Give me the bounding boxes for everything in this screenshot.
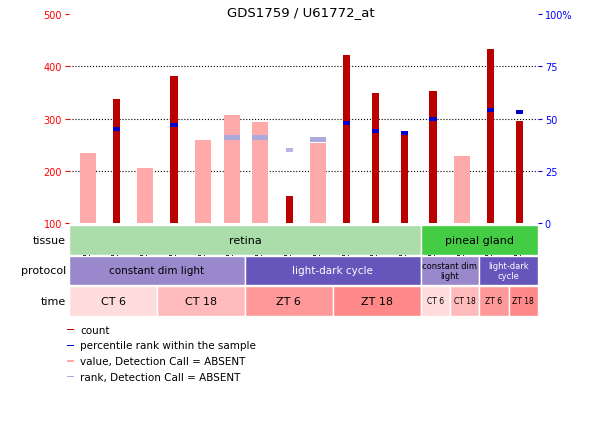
Bar xyxy=(69,256,245,286)
Text: count: count xyxy=(80,325,109,335)
Bar xyxy=(195,140,211,224)
Bar xyxy=(480,286,508,316)
Text: light-dark cycle: light-dark cycle xyxy=(292,266,373,276)
Bar xyxy=(421,256,480,286)
Bar xyxy=(343,56,350,224)
Text: percentile rank within the sample: percentile rank within the sample xyxy=(80,341,256,350)
Bar xyxy=(429,92,436,224)
Bar xyxy=(372,93,379,224)
Text: constant dim
light: constant dim light xyxy=(423,261,478,280)
Bar xyxy=(421,226,538,255)
Bar xyxy=(224,136,240,140)
Bar xyxy=(401,132,407,136)
Bar xyxy=(310,138,326,142)
Text: constant dim light: constant dim light xyxy=(109,266,204,276)
Bar xyxy=(245,256,421,286)
Bar xyxy=(372,130,379,134)
Text: protocol: protocol xyxy=(21,266,66,276)
Bar xyxy=(516,111,523,115)
Text: CT 6: CT 6 xyxy=(100,296,126,306)
Text: light-dark
cycle: light-dark cycle xyxy=(488,261,529,280)
Bar xyxy=(67,361,75,362)
Text: ZT 18: ZT 18 xyxy=(361,296,392,306)
Bar xyxy=(480,256,538,286)
Bar xyxy=(508,286,538,316)
Text: retina: retina xyxy=(228,236,261,245)
Bar xyxy=(138,169,153,224)
Text: pineal gland: pineal gland xyxy=(445,236,514,245)
Bar xyxy=(245,286,333,316)
Bar xyxy=(67,345,75,346)
Bar xyxy=(285,197,293,224)
Text: time: time xyxy=(41,296,66,306)
Bar xyxy=(421,286,450,316)
Bar xyxy=(67,329,75,330)
Text: tissue: tissue xyxy=(33,236,66,245)
Text: rank, Detection Call = ABSENT: rank, Detection Call = ABSENT xyxy=(80,372,240,381)
Text: ZT 18: ZT 18 xyxy=(513,297,534,306)
Text: ZT 6: ZT 6 xyxy=(486,297,502,306)
Text: CT 6: CT 6 xyxy=(427,297,444,306)
Text: CT 18: CT 18 xyxy=(454,297,475,306)
Bar xyxy=(252,123,268,224)
Bar xyxy=(343,122,350,125)
Bar xyxy=(224,116,240,224)
Bar xyxy=(171,77,178,224)
Bar xyxy=(401,136,407,224)
Bar xyxy=(285,148,293,153)
Bar xyxy=(487,109,494,113)
Bar xyxy=(429,117,436,122)
Bar xyxy=(113,128,120,132)
Bar xyxy=(67,376,75,377)
Text: CT 18: CT 18 xyxy=(185,296,217,306)
Bar xyxy=(80,153,96,224)
Text: GDS1759 / U61772_at: GDS1759 / U61772_at xyxy=(227,7,374,20)
Bar xyxy=(157,286,245,316)
Bar xyxy=(516,122,523,224)
Bar xyxy=(333,286,421,316)
Bar xyxy=(69,286,157,316)
Text: ZT 6: ZT 6 xyxy=(276,296,301,306)
Bar xyxy=(310,144,326,224)
Bar xyxy=(252,136,268,140)
Bar xyxy=(450,286,480,316)
Bar xyxy=(171,124,178,128)
Bar xyxy=(487,50,494,224)
Bar xyxy=(113,99,120,224)
Text: value, Detection Call = ABSENT: value, Detection Call = ABSENT xyxy=(80,356,246,366)
Bar xyxy=(69,226,421,255)
Bar xyxy=(454,157,469,224)
